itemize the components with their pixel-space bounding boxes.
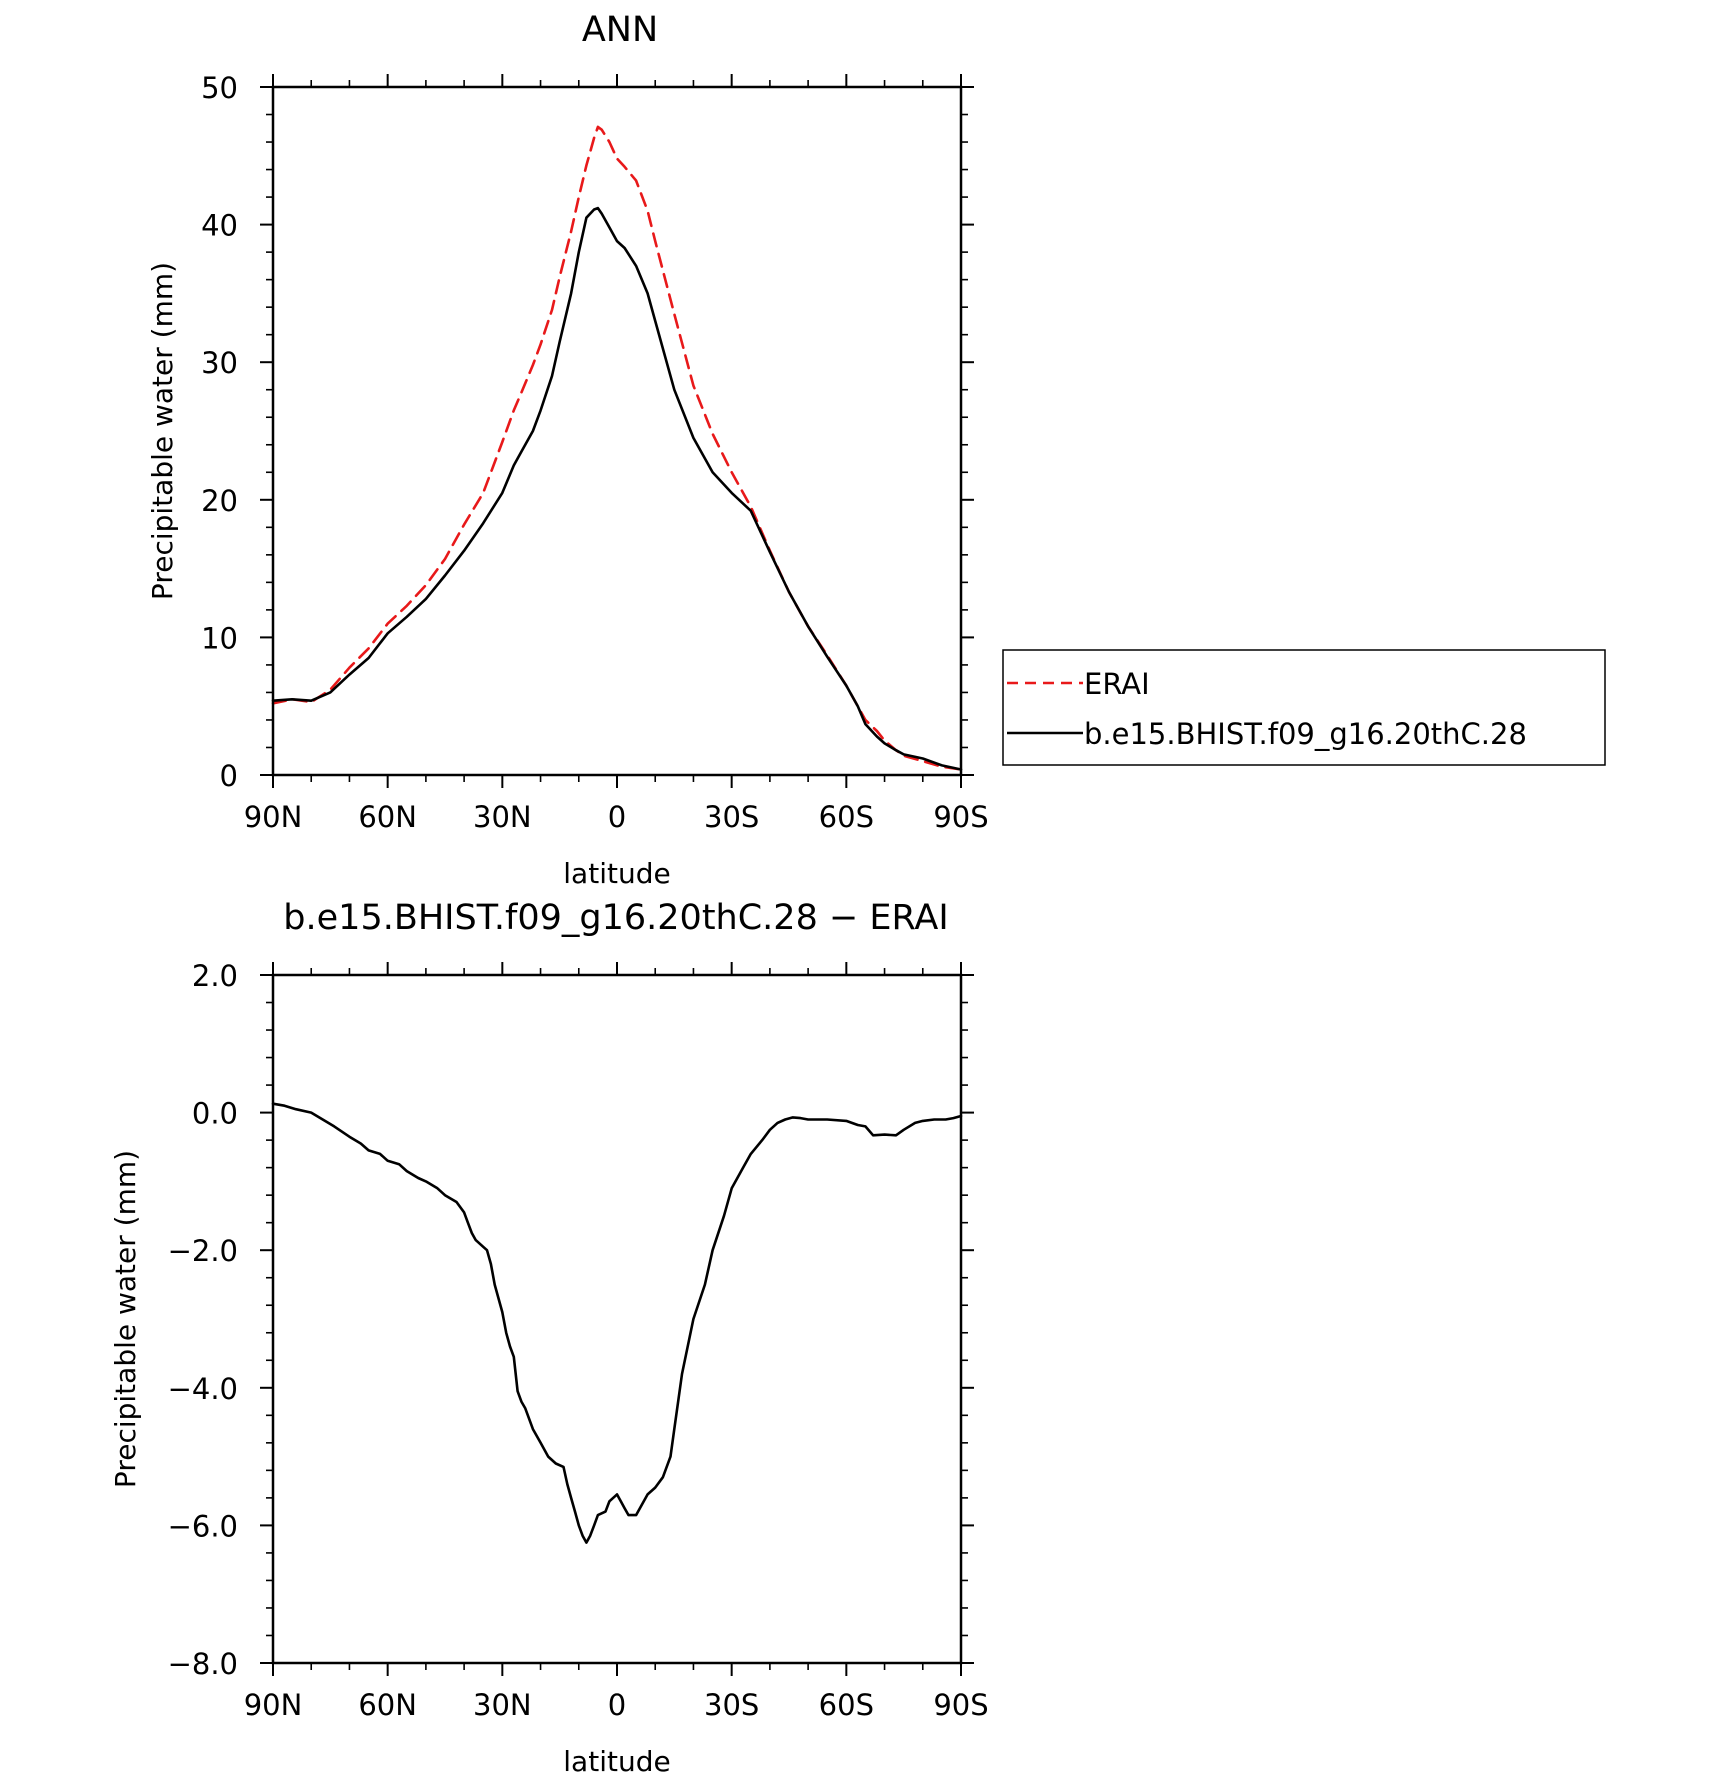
bottom-y-axis-label: Precipitable water (mm) <box>109 1150 142 1488</box>
top-plot-frame <box>271 85 963 777</box>
bottom-x-tick-label: 60N <box>358 1688 417 1722</box>
top-ticks-group: 90N 60N 30N 0 30S 60S 90S 0 10 20 30 40 50 <box>201 71 989 834</box>
legend-box <box>1002 649 1606 766</box>
bottom-series-line-1 <box>271 1102 963 1544</box>
top-series-line-1 <box>271 125 963 771</box>
bottom-ticks-group: 90N 60N 30N 0 30S 60S 90S 2.0 0.0 −2.0 −4.0 −6.0 −8.… <box>168 959 989 1722</box>
top-y-tick-label: 30 <box>201 346 238 380</box>
bottom-x-tick-label: 90S <box>933 1688 988 1722</box>
top-series-line-2 <box>271 206 963 771</box>
bottom-x-tick-label: 90N <box>244 1688 303 1722</box>
bottom-series-group <box>271 1102 963 1544</box>
bottom-x-tick-label: 30S <box>704 1688 759 1722</box>
top-y-tick-label: 20 <box>201 484 238 518</box>
top-y-tick-label: 10 <box>201 621 238 655</box>
bottom-x-tick-label: 0 <box>608 1688 626 1722</box>
top-x-tick-label: 90S <box>933 800 988 834</box>
panel-bottom: b.e15.BHIST.f09_g16.20thC.28 − ERAI 90N 6… <box>109 898 989 1777</box>
top-chart-title: ANN <box>582 10 658 50</box>
top-x-tick-label: 30N <box>473 800 532 834</box>
panel-top: ANN 90N 60N 30N 0 30S 60S 90S 0 10 20 30 40 50 latit… <box>146 10 1606 890</box>
legend-label-model: b.e15.BHIST.f09_g16.20thC.28 <box>1084 717 1527 751</box>
top-y-tick-label: 50 <box>201 71 238 105</box>
bottom-y-tick-label: −8.0 <box>168 1647 238 1681</box>
top-x-tick-label: 30S <box>704 800 759 834</box>
top-x-tick-label: 60N <box>358 800 417 834</box>
top-x-axis-label: latitude <box>563 857 670 890</box>
top-x-tick-label: 90N <box>244 800 303 834</box>
bottom-y-tick-label: −4.0 <box>168 1372 238 1406</box>
top-series-group <box>271 125 963 771</box>
top-y-tick-label: 0 <box>220 759 238 793</box>
bottom-x-axis-label: latitude <box>563 1745 670 1777</box>
top-legend: ERAI b.e15.BHIST.f09_g16.20thC.28 <box>1002 649 1606 766</box>
legend-label-erai: ERAI <box>1084 667 1150 701</box>
top-y-tick-label: 40 <box>201 209 238 243</box>
bottom-chart-title: b.e15.BHIST.f09_g16.20thC.28 − ERAI <box>283 898 948 938</box>
top-x-tick-label: 60S <box>819 800 874 834</box>
top-x-tick-label: 0 <box>608 800 626 834</box>
bottom-y-tick-label: −2.0 <box>168 1234 238 1268</box>
bottom-plot-frame <box>271 973 963 1665</box>
bottom-y-tick-label: 2.0 <box>192 959 238 993</box>
bottom-y-tick-label: −6.0 <box>168 1509 238 1543</box>
top-y-axis-label: Precipitable water (mm) <box>146 262 179 600</box>
bottom-x-tick-label: 60S <box>819 1688 874 1722</box>
bottom-y-tick-label: 0.0 <box>192 1097 238 1131</box>
bottom-x-tick-label: 30N <box>473 1688 532 1722</box>
